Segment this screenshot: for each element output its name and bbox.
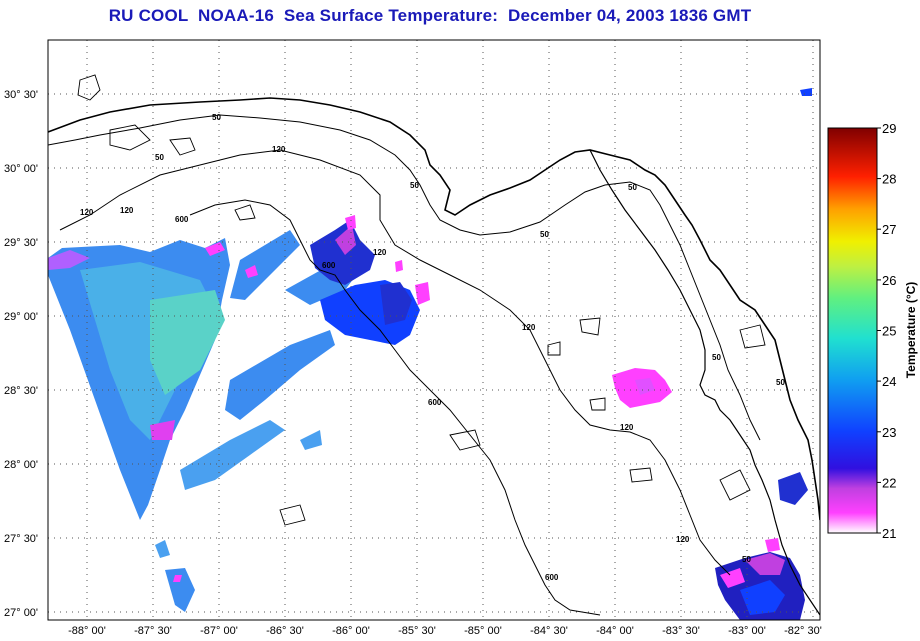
lat-label: 29° 30' — [4, 237, 38, 249]
contour-label: 120 — [676, 535, 690, 544]
colorbar-tick-label: 22 — [882, 475, 896, 490]
colorbar-title: Temperature (°C) — [904, 282, 918, 379]
isobath-50 — [48, 114, 761, 441]
latitude-axis: 30° 30' 30° 00' 29° 30' 29° 00' 28° 30' … — [4, 89, 38, 619]
contour-label: 50 — [540, 230, 549, 239]
contour-label: 120 — [80, 208, 94, 217]
lon-label: -83° 00' — [728, 625, 766, 637]
colorbar-gradient — [827, 127, 878, 534]
contour-label: 50 — [212, 113, 221, 122]
lat-label: 28° 30' — [4, 385, 38, 397]
lon-label: -82° 30' — [784, 625, 822, 637]
sst-streaks — [180, 230, 360, 490]
colorbar-tick-label: 23 — [882, 425, 896, 440]
colorbar: 29 28 27 26 25 24 23 22 21 Temperature (… — [827, 121, 918, 541]
colorbar-tick-label: 24 — [882, 374, 896, 389]
lon-label: -87° 00' — [200, 625, 238, 637]
colorbar-tick-label: 26 — [882, 273, 896, 288]
contour-label: 50 — [410, 181, 419, 190]
lon-label: -85° 00' — [464, 625, 502, 637]
contour-loops — [77, 74, 766, 526]
contour-label: 600 — [322, 261, 336, 270]
contour-label: 120 — [373, 248, 387, 257]
contour-label: 120 — [272, 145, 286, 154]
contour-label: 120 — [120, 206, 134, 215]
lat-label: 28° 00' — [4, 459, 38, 471]
lat-label: 30° 30' — [4, 89, 38, 101]
colorbar-tick-label: 29 — [882, 121, 896, 136]
contour-label: 50 — [712, 353, 721, 362]
lon-label: -85° 30' — [398, 625, 436, 637]
west-florida-coast — [589, 149, 820, 616]
graticule — [48, 40, 820, 620]
map-frame — [47, 39, 821, 621]
contour-label-group: 50 120 50 50 120 600 120 600 50 120 50 5… — [80, 113, 785, 582]
contour-label: 120 — [522, 323, 536, 332]
lat-label: 30° 00' — [4, 163, 38, 175]
colorbar-tick-label: 27 — [882, 222, 896, 237]
lat-label: 27° 30' — [4, 533, 38, 545]
lon-label: -84° 00' — [596, 625, 634, 637]
lon-label: -86° 00' — [332, 625, 370, 637]
lat-label: 27° 00' — [4, 607, 38, 619]
sst-patch-central — [310, 215, 430, 345]
contour-label: 50 — [155, 153, 164, 162]
lat-label: 29° 00' — [4, 311, 38, 323]
sst-patch-southeast — [715, 88, 812, 620]
lon-label: -83° 30' — [662, 625, 700, 637]
contour-label: 50 — [742, 555, 751, 564]
contour-label: 50 — [776, 378, 785, 387]
isobath-120 — [59, 149, 731, 576]
contour-label: 600 — [545, 573, 559, 582]
lon-label: -87° 30' — [134, 625, 172, 637]
map-title: RU COOL NOAA-16 Sea Surface Temperature:… — [108, 6, 752, 25]
contour-label: 600 — [428, 398, 442, 407]
lon-label: -88° 00' — [68, 625, 106, 637]
contour-label: 120 — [620, 423, 634, 432]
colorbar-tick-label: 25 — [882, 324, 896, 339]
colorbar-tick-label: 28 — [882, 172, 896, 187]
lon-label: -86° 30' — [266, 625, 304, 637]
lon-label: -84° 30' — [530, 625, 568, 637]
colorbar-tick-label: 21 — [882, 526, 896, 541]
isobath-600 — [189, 199, 601, 616]
sst-swath-west — [48, 238, 230, 612]
sst-patch-tampa — [612, 368, 672, 408]
colorbar-ticks — [877, 127, 881, 534]
contour-label: 50 — [628, 183, 637, 192]
contour-label: 600 — [175, 215, 189, 224]
longitude-axis: -88° 00' -87° 30' -87° 00' -86° 30' -86°… — [68, 625, 822, 637]
